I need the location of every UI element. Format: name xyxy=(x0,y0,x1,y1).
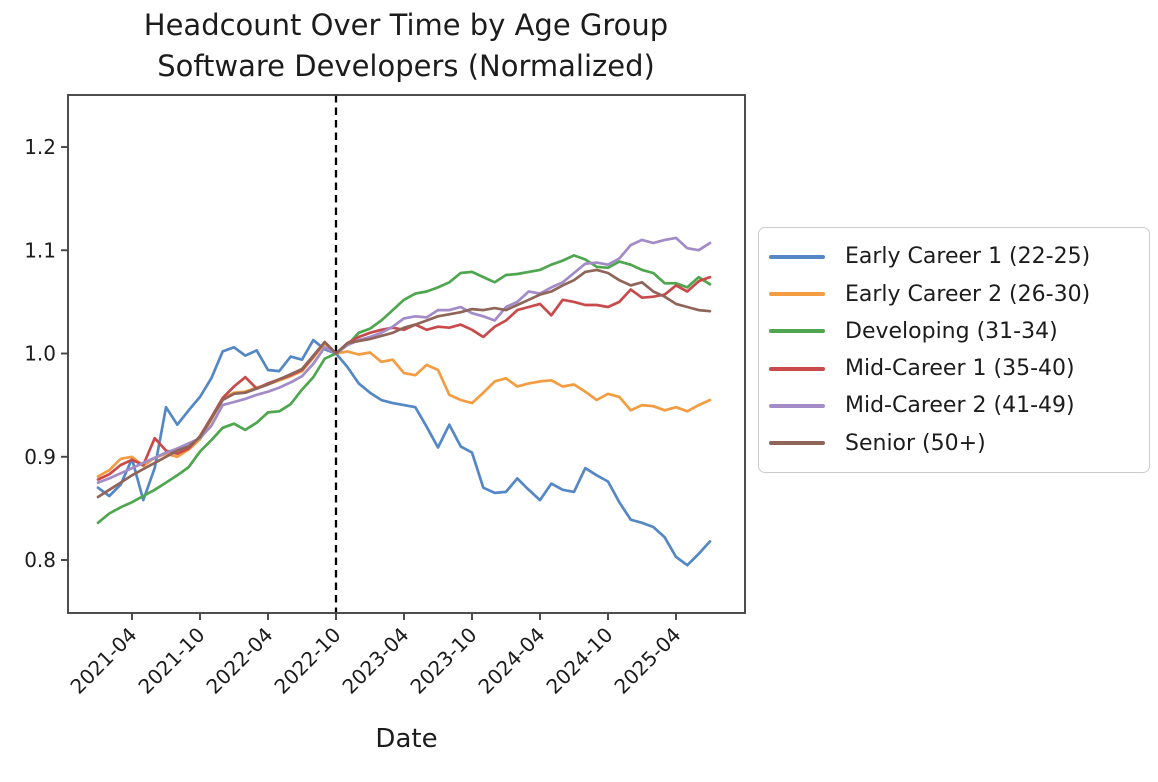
series-line-mid-career-1-35-40 xyxy=(96,275,712,481)
series-line-developing-31-34 xyxy=(96,254,712,525)
legend-line-swatch xyxy=(769,329,825,334)
x-tick-label: 2023-04 xyxy=(337,623,413,699)
legend-line-swatch xyxy=(769,366,825,371)
x-tick-label: 2022-04 xyxy=(201,623,277,699)
x-tick-label: 2023-10 xyxy=(405,623,481,699)
axes-spines xyxy=(67,94,746,614)
y-tick-label: 1.2 xyxy=(24,135,56,159)
chart-title-line1: Headcount Over Time by Age Group xyxy=(143,8,669,42)
legend-label: Senior (50+) xyxy=(845,430,986,456)
series-line-early-career-1-22-25 xyxy=(96,338,712,567)
y-tick-label: 1.0 xyxy=(24,342,56,366)
legend-line-swatch xyxy=(769,292,825,297)
legend-item: Mid-Career 1 (35-40) xyxy=(759,356,1149,381)
x-tick-label: 2025-04 xyxy=(609,623,685,699)
legend-label: Developing (31-34) xyxy=(845,318,1058,344)
legend-item: Developing (31-34) xyxy=(759,319,1149,344)
y-tick-label: 1.1 xyxy=(24,238,56,262)
x-axis-label: Date xyxy=(375,724,438,754)
chart-title: Headcount Over Time by Age Group Softwar… xyxy=(64,5,748,87)
chart-title-line2: Software Developers (Normalized) xyxy=(157,49,655,83)
x-tick-label: 2022-10 xyxy=(269,623,345,699)
x-tick-label: 2021-10 xyxy=(133,623,209,699)
legend: Early Career 1 (22-25) Early Career 2 (26… xyxy=(758,227,1150,473)
legend-label: Mid-Career 1 (35-40) xyxy=(845,356,1075,382)
legend-line-swatch xyxy=(769,254,825,259)
legend-label: Early Career 2 (26-30) xyxy=(845,281,1091,307)
legend-item: Mid-Career 2 (41-49) xyxy=(759,393,1149,418)
legend-line-swatch xyxy=(769,441,825,446)
legend-item: Senior (50+) xyxy=(759,431,1149,456)
legend-label: Mid-Career 2 (41-49) xyxy=(845,393,1075,419)
x-tick-label: 2024-04 xyxy=(473,623,549,699)
legend-line-swatch xyxy=(769,403,825,408)
y-tick-label: 0.9 xyxy=(24,445,56,469)
x-tick-label: 2021-04 xyxy=(65,623,141,699)
legend-item: Early Career 2 (26-30) xyxy=(759,282,1149,307)
series-line-senior-50 xyxy=(96,268,712,499)
legend-label: Early Career 1 (22-25) xyxy=(845,244,1091,270)
y-tick-label: 0.8 xyxy=(24,548,56,572)
x-tick-label: 2024-10 xyxy=(541,623,617,699)
legend-item: Early Career 1 (22-25) xyxy=(759,244,1149,269)
